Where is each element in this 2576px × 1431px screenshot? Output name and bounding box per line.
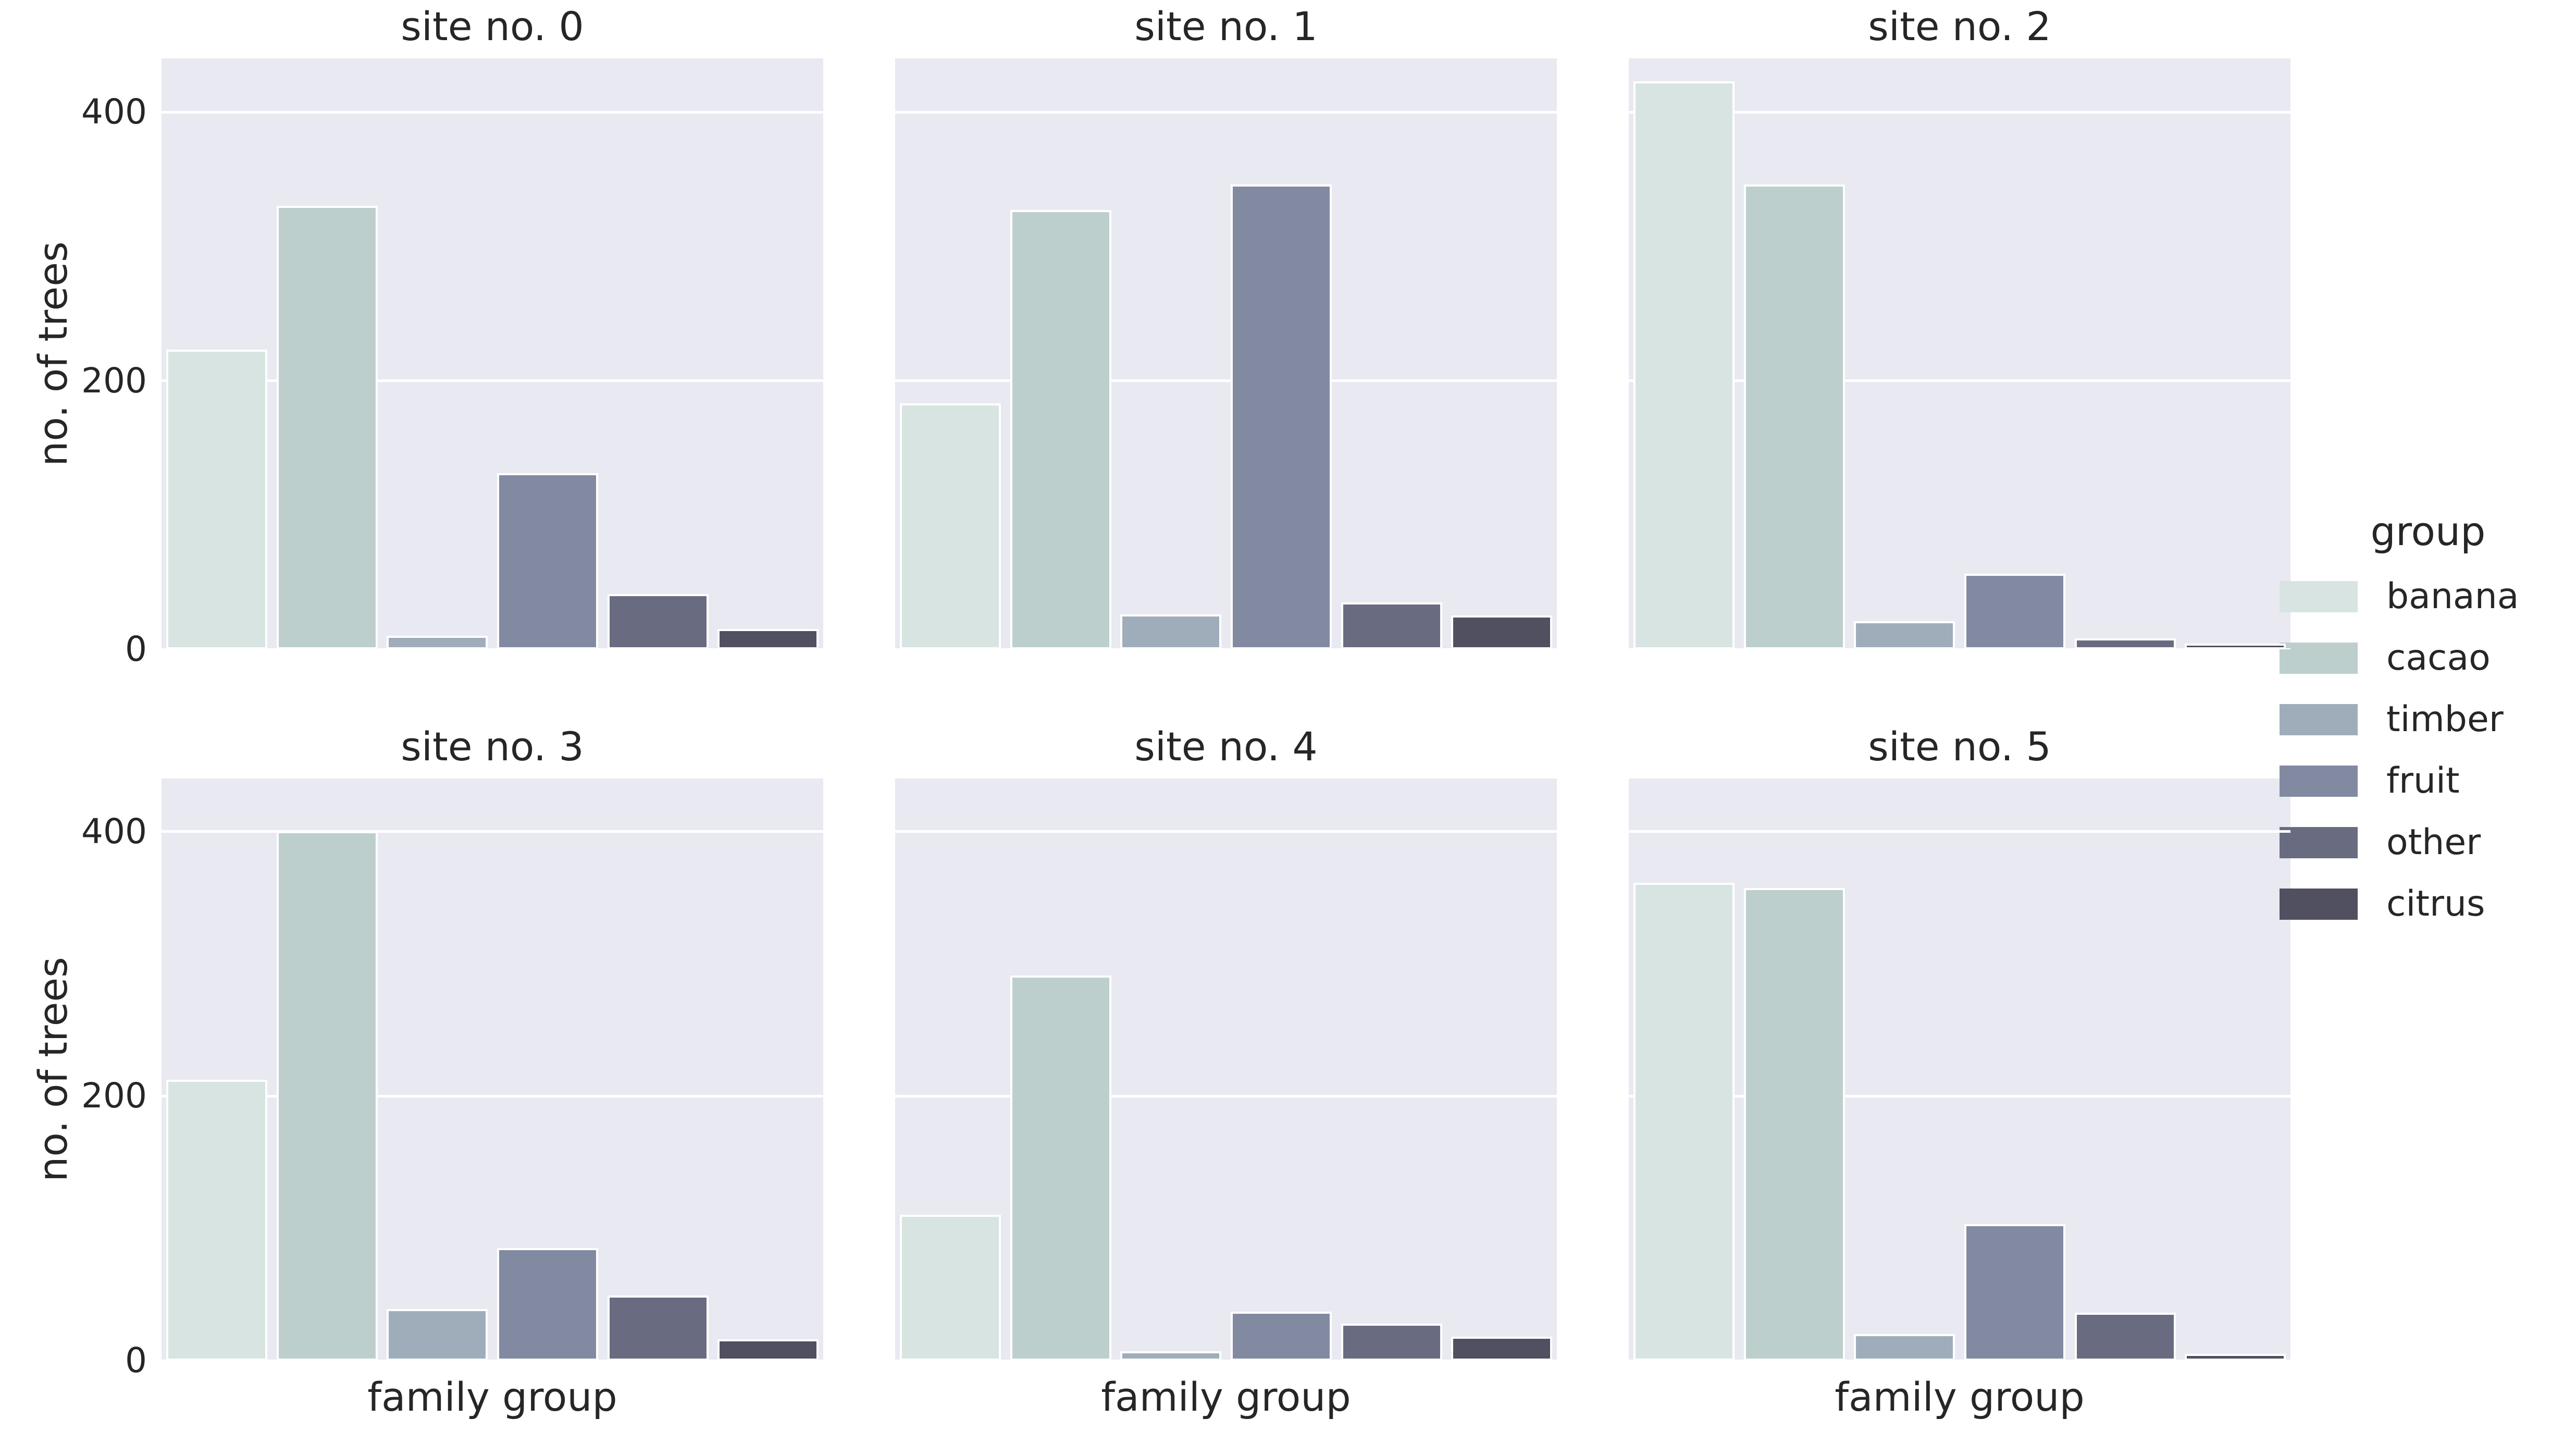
bar-fruit [1230, 184, 1332, 649]
bar-banana [899, 1215, 1001, 1361]
facet-plot-site-2 [1629, 58, 2290, 649]
x-axis-label: family group [1101, 1374, 1351, 1420]
bar-citrus [1451, 615, 1553, 649]
gridline-y0 [1629, 648, 2290, 649]
facet-plot-site-4 [895, 779, 1557, 1361]
y-tick-label: 0 [125, 1340, 147, 1380]
gridline-y200 [162, 1094, 823, 1097]
bar-other [607, 1296, 709, 1361]
gridline-y0 [1629, 1359, 2290, 1361]
bar-timber [1854, 1334, 1955, 1361]
legend-swatch-citrus [2280, 889, 2358, 920]
y-axis-label: no. of trees [30, 957, 76, 1182]
bar-other [1341, 602, 1442, 649]
facet-title: site no. 1 [1134, 3, 1318, 50]
bar-timber [387, 1309, 488, 1361]
bar-other [2074, 1313, 2176, 1361]
y-tick-label: 200 [81, 1076, 147, 1116]
legend-title: group [2370, 508, 2486, 554]
bar-cacao [276, 831, 378, 1361]
bar-other [1341, 1323, 1442, 1361]
gridline-y400 [1629, 110, 2290, 114]
legend-label: timber [2386, 699, 2504, 740]
gridline-y200 [895, 379, 1557, 383]
bar-cacao [1010, 975, 1111, 1361]
gridline-y0 [895, 648, 1557, 649]
bar-banana [166, 1080, 267, 1361]
legend-swatch-other [2280, 827, 2358, 858]
y-tick-label: 0 [125, 629, 147, 669]
bar-fruit [1230, 1311, 1332, 1361]
gridline-y0 [895, 1359, 1557, 1361]
bar-timber [1120, 1351, 1222, 1361]
gridline-y200 [1629, 379, 2290, 383]
gridline-y200 [162, 379, 823, 383]
bar-banana [166, 350, 267, 649]
bar-timber [1854, 621, 1955, 649]
legend-swatch-banana [2280, 581, 2358, 612]
gridline-y0 [162, 648, 823, 649]
bar-timber [387, 635, 488, 649]
bar-cacao [1743, 888, 1845, 1361]
facet-title: site no. 0 [401, 3, 584, 50]
bar-citrus [717, 629, 819, 649]
legend-label: citrus [2386, 883, 2485, 924]
y-tick-label: 400 [81, 811, 147, 852]
gridline-y200 [895, 1094, 1557, 1097]
bar-banana [1633, 883, 1735, 1361]
gridline-y0 [162, 1359, 823, 1361]
bar-other [2074, 638, 2176, 649]
bar-fruit [497, 1248, 598, 1361]
facet-title: site no. 3 [401, 723, 584, 770]
bar-other [607, 594, 709, 649]
bar-fruit [1964, 574, 2065, 649]
gridline-y400 [162, 830, 823, 833]
legend-label: banana [2386, 576, 2519, 617]
facet-plot-site-5 [1629, 779, 2290, 1361]
y-tick-label: 200 [81, 361, 147, 401]
bar-timber [1120, 614, 1222, 649]
x-axis-label: family group [1835, 1374, 2085, 1420]
bar-banana [1633, 81, 1735, 649]
legend-swatch-timber [2280, 704, 2358, 735]
bar-banana [899, 403, 1001, 649]
legend-label: cacao [2386, 637, 2491, 679]
legend-label: other [2386, 822, 2481, 863]
bar-citrus [2185, 644, 2286, 649]
y-tick-label: 400 [81, 92, 147, 132]
gridline-y400 [162, 110, 823, 114]
gridline-y200 [1629, 1094, 2290, 1097]
facet-title: site no. 2 [1868, 3, 2051, 50]
facet-plot-site-0 [162, 58, 823, 649]
bar-cacao [1743, 184, 1845, 649]
facet-title: site no. 5 [1868, 723, 2051, 770]
y-axis-label: no. of trees [30, 241, 76, 466]
gridline-y400 [1629, 830, 2290, 833]
bar-fruit [1964, 1224, 2065, 1361]
facet-title: site no. 4 [1134, 723, 1318, 770]
bar-citrus [717, 1339, 819, 1361]
bar-citrus [2185, 1353, 2286, 1361]
facet-plot-site-1 [895, 58, 1557, 649]
gridline-y400 [895, 110, 1557, 114]
legend-label: fruit [2386, 760, 2460, 801]
bar-cacao [276, 206, 378, 649]
bar-citrus [1451, 1336, 1553, 1361]
legend-swatch-fruit [2280, 766, 2358, 797]
gridline-y400 [895, 830, 1557, 833]
bar-fruit [497, 473, 598, 649]
facet-plot-site-3 [162, 779, 823, 1361]
x-axis-label: family group [367, 1374, 617, 1420]
bar-cacao [1010, 209, 1111, 649]
legend-swatch-cacao [2280, 643, 2358, 674]
